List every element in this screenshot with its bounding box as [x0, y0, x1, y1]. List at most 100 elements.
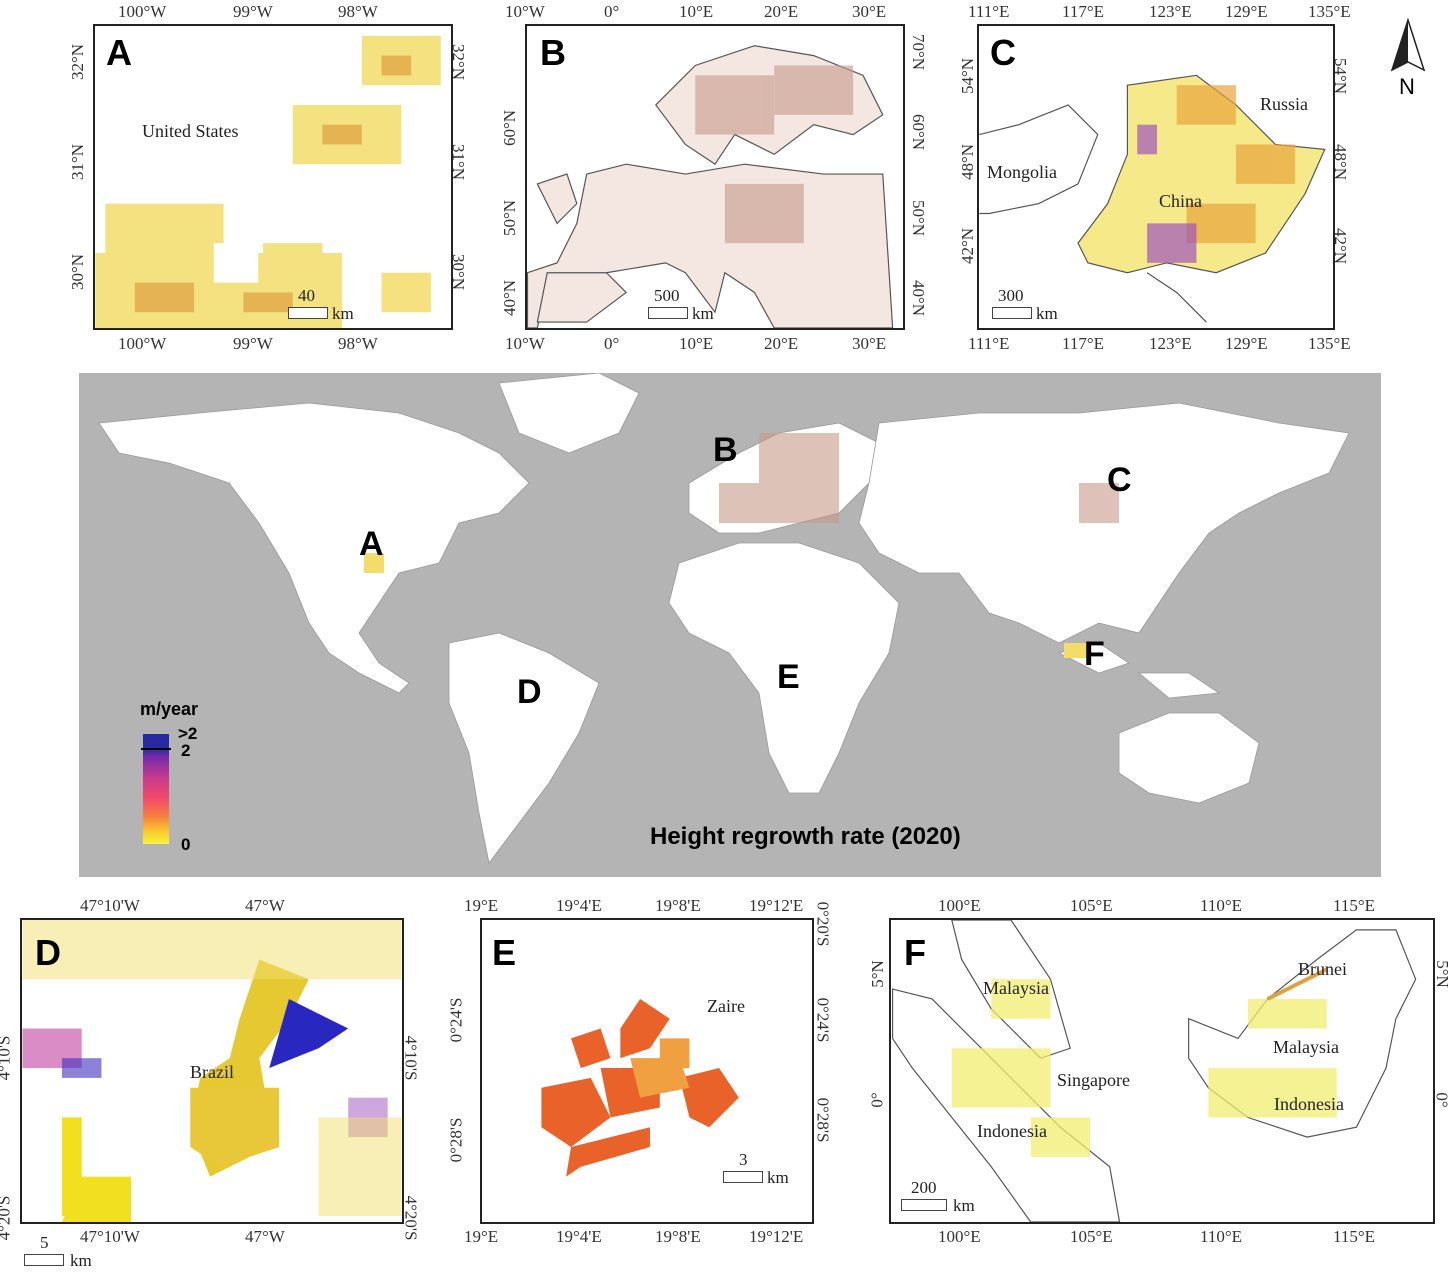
panel-d-left-tick: 4°20'S: [0, 1195, 14, 1241]
panel-f-top-tick: 100°E: [938, 896, 981, 915]
panel-a-top-tick: 98°W: [338, 2, 378, 21]
panel-c-label: C: [990, 32, 1016, 73]
world-label-d: D: [517, 673, 542, 711]
world-label-e: E: [777, 658, 800, 696]
panel-c-bottom-tick: 117°E: [1062, 334, 1105, 353]
place-label: Brunei: [1298, 959, 1347, 979]
panel-a-left-tick: 31°N: [68, 143, 88, 181]
panel-f-left-tick: 0°: [867, 1092, 887, 1108]
panel-b-bottom-tick: 30°E: [852, 334, 887, 353]
place-label: Malaysia: [983, 978, 1049, 998]
panel-f-top-tick: 105°E: [1070, 896, 1113, 915]
panel-d-left-tick: 4°10'S: [0, 1035, 14, 1081]
panel-c-bottom-tick: 129°E: [1225, 334, 1268, 353]
panel-b-left-tick: 40°N: [500, 279, 520, 317]
north-arrow-icon: [1390, 17, 1426, 72]
panel-c-top-tick: 135°E: [1308, 2, 1351, 21]
scale-bar-box: [648, 307, 688, 319]
panel-f-top-tick: 110°E: [1200, 896, 1243, 915]
panel-f-bottom-tick: 105°E: [1070, 1227, 1113, 1246]
scale-value: 5: [40, 1233, 49, 1252]
panel-f-bottom-tick: 110°E: [1200, 1227, 1243, 1246]
panel-a-frame: [93, 24, 453, 330]
scale-bar-box: [24, 1254, 64, 1266]
panel-b-right-tick: 70°N: [909, 33, 929, 71]
panel-e-top-tick: 19°8'E: [655, 896, 701, 915]
scale-bar-box: [288, 307, 328, 319]
panel-b-bottom-tick: 10°W: [505, 334, 545, 353]
world-label-c: C: [1107, 461, 1132, 499]
panel-a-left-tick: 30°N: [68, 253, 88, 291]
scale-value: 500: [654, 286, 680, 305]
panel-b-left-tick: 50°N: [500, 199, 520, 237]
panel-e-left-tick: 0°24'S: [446, 997, 466, 1043]
panel-f-left-tick: 5°N: [867, 960, 887, 988]
panel-a-label: A: [106, 32, 132, 73]
place-label: Indonesia: [1274, 1094, 1344, 1114]
panel-e-raster: [541, 998, 739, 1177]
panel-d-top-tick: 47°W: [245, 896, 285, 915]
scale-unit: km: [1036, 304, 1058, 323]
scale-value: 300: [998, 286, 1024, 305]
panel-e-left-tick: 0°28'S: [446, 1117, 466, 1163]
panel-a-top-tick: 100°W: [118, 2, 167, 21]
panel-a-top-tick: 99°W: [233, 2, 273, 21]
panel-d-top-tick: 47°10'W: [80, 896, 140, 915]
panel-b-frame: [525, 24, 905, 330]
panel-d-label: D: [35, 932, 61, 973]
panel-e-top-tick: 19°12'E: [749, 896, 804, 915]
place-label: Brazil: [190, 1062, 234, 1082]
panel-e-frame: [480, 918, 814, 1224]
panel-b-right-tick: 40°N: [909, 279, 929, 317]
panel-b-top-tick: 20°E: [764, 2, 799, 21]
panel-e-bottom-tick: 19°12'E: [749, 1227, 804, 1246]
panel-c-left-tick: 48°N: [958, 143, 978, 181]
panel-c-top-tick: 129°E: [1225, 2, 1268, 21]
scale-bar-box: [901, 1199, 947, 1211]
place-label: Malaysia: [1273, 1037, 1339, 1057]
panel-b-left-tick: 60°N: [500, 109, 520, 147]
scale-bar-box: [992, 307, 1032, 319]
panel-f-raster: [891, 920, 1417, 1222]
panel-a-raster: [95, 35, 441, 328]
panel-b-bottom-tick: 20°E: [764, 334, 799, 353]
scale-value: 3: [739, 1150, 748, 1169]
place-label: China: [1159, 191, 1202, 211]
panel-f-label: F: [904, 932, 926, 973]
world-land: [98, 373, 1350, 864]
panel-d-bottom-tick: 47°W: [245, 1227, 285, 1246]
legend-mid: 2: [181, 741, 191, 760]
scale-unit: km: [332, 304, 354, 323]
panel-c-top-tick: 123°E: [1149, 2, 1192, 21]
panel-b-bottom-tick: 0°: [604, 334, 620, 353]
north-arrow: N: [1388, 17, 1428, 99]
panel-e-top-tick: 19°E: [464, 896, 499, 915]
world-label-a: A: [359, 525, 384, 563]
panel-b-bottom-tick: 10°E: [679, 334, 714, 353]
panel-a-bottom-tick: 100°W: [118, 334, 167, 353]
panel-a-bottom-tick: 98°W: [338, 334, 378, 353]
panel-c-top-tick: 117°E: [1062, 2, 1105, 21]
panel-e-top-tick: 19°4'E: [556, 896, 602, 915]
panel-d-frame: [20, 918, 404, 1224]
panel-a-bottom-tick: 99°W: [233, 334, 273, 353]
panel-f-bottom-tick: 115°E: [1333, 1227, 1376, 1246]
place-label: Mongolia: [987, 162, 1057, 182]
panel-b-top-tick: 10°E: [679, 2, 714, 21]
panel-e-bottom-tick: 19°4'E: [556, 1227, 602, 1246]
place-label: United States: [142, 121, 239, 141]
scale-unit: km: [692, 304, 714, 323]
panel-b-top-tick: 0°: [604, 2, 620, 21]
scale-unit: km: [70, 1251, 92, 1270]
panel-e-bottom-tick: 19°E: [464, 1227, 499, 1246]
panel-b-raster: [527, 45, 894, 328]
scale-bar-box: [723, 1171, 763, 1183]
panel-f-frame: [889, 918, 1435, 1224]
panel-d-raster: [22, 920, 402, 1222]
world-label-b: B: [713, 431, 738, 469]
panel-c-left-tick: 54°N: [958, 57, 978, 95]
place-label: Zaire: [707, 996, 745, 1016]
place-label: Singapore: [1057, 1070, 1130, 1090]
panel-c-raster: [979, 74, 1326, 323]
panel-e-bottom-tick: 19°8'E: [655, 1227, 701, 1246]
